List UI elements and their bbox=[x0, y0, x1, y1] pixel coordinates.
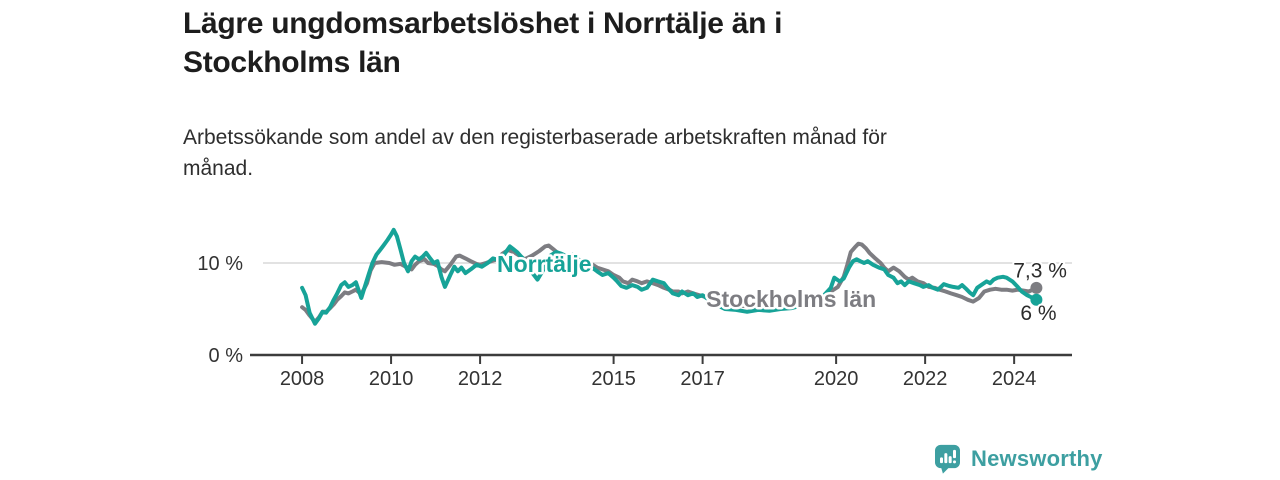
series-end-dot-stockholms-l-n bbox=[1030, 281, 1043, 294]
newsworthy-logo: Newsworthy bbox=[934, 444, 1103, 474]
x-tick-label: 2022 bbox=[903, 368, 948, 390]
newsworthy-logo-icon bbox=[935, 444, 960, 474]
x-tick-label: 2012 bbox=[458, 368, 503, 390]
unemployment-line-chart: 2008 2010 2012 2015 2017 2020 2022 2024 10 % 0 % S… bbox=[185, 215, 1085, 410]
x-tick-label: 2017 bbox=[680, 368, 725, 390]
x-tick-label: 2010 bbox=[369, 368, 414, 390]
series-line-norrt-lje bbox=[300, 227, 1039, 326]
series-end-dot-norrt-lje bbox=[1030, 293, 1043, 306]
newsworthy-logo-text: Newsworthy bbox=[971, 446, 1103, 471]
line-chart-canvas: 2008 2010 2012 2015 2017 2020 2022 2024 10 % 0 % S… bbox=[197, 227, 1072, 390]
series-name-label-norrt-lje: Norrtälje bbox=[497, 251, 592, 277]
series-end-value-label-stockholms-l-n: 7,3 % bbox=[1013, 260, 1067, 283]
chart-title: Lägre ungdomsarbetslöshet i Norrtälje än… bbox=[183, 7, 783, 79]
series-line-stockholms-l-n bbox=[300, 241, 1039, 324]
y-tick-label: 10 % bbox=[197, 253, 243, 275]
x-tick-label: 2015 bbox=[591, 368, 636, 390]
series-end-value-label-norrt-lje: 6 % bbox=[1020, 302, 1056, 325]
series-name-label-stockholms-l-n: Stockholms län bbox=[706, 286, 876, 312]
chart-subtitle: Arbetssökande som andel av den registerb… bbox=[183, 126, 887, 180]
x-tick-label: 2024 bbox=[992, 368, 1037, 390]
y-tick-label: 0 % bbox=[209, 345, 244, 367]
x-tick-label: 2020 bbox=[814, 368, 859, 390]
x-tick-label: 2008 bbox=[280, 368, 325, 390]
